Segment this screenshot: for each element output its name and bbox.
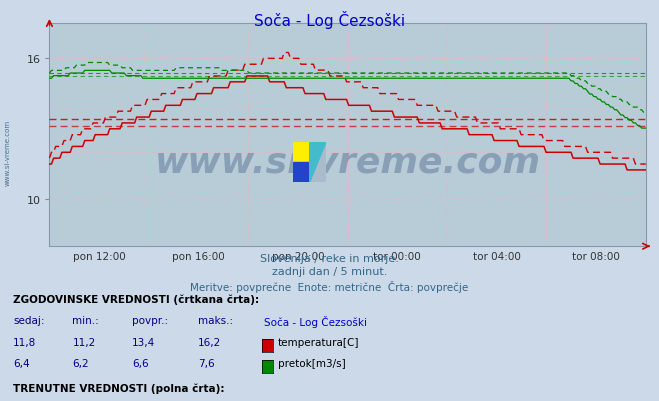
- Text: min.:: min.:: [72, 316, 100, 326]
- Text: Soča - Log Čezsoški: Soča - Log Čezsoški: [254, 11, 405, 29]
- Text: 6,4: 6,4: [13, 358, 30, 368]
- Text: 13,4: 13,4: [132, 337, 155, 347]
- Polygon shape: [310, 142, 326, 182]
- Text: ZGODOVINSKE VREDNOSTI (črtkana črta):: ZGODOVINSKE VREDNOSTI (črtkana črta):: [13, 294, 259, 304]
- Text: temperatura[C]: temperatura[C]: [278, 337, 360, 347]
- Text: povpr.:: povpr.:: [132, 316, 168, 326]
- Text: zadnji dan / 5 minut.: zadnji dan / 5 minut.: [272, 267, 387, 277]
- Text: www.si-vreme.com: www.si-vreme.com: [5, 119, 11, 185]
- Text: 11,8: 11,8: [13, 337, 36, 347]
- Text: Soča - Log Čezsoški: Soča - Log Čezsoški: [264, 316, 366, 328]
- Bar: [310, 142, 326, 162]
- Text: Slovenija / reke in morje.: Slovenija / reke in morje.: [260, 253, 399, 263]
- Text: 6,6: 6,6: [132, 358, 148, 368]
- Text: 16,2: 16,2: [198, 337, 221, 347]
- Text: Meritve: povprečne  Enote: metrične  Črta: povprečje: Meritve: povprečne Enote: metrične Črta:…: [190, 280, 469, 292]
- Bar: [293, 162, 310, 182]
- Text: TRENUTNE VREDNOSTI (polna črta):: TRENUTNE VREDNOSTI (polna črta):: [13, 382, 225, 393]
- Text: 6,2: 6,2: [72, 358, 89, 368]
- Text: 7,6: 7,6: [198, 358, 214, 368]
- Text: www.si-vreme.com: www.si-vreme.com: [155, 145, 540, 179]
- Text: 11,2: 11,2: [72, 337, 96, 347]
- Polygon shape: [310, 142, 326, 182]
- Text: maks.:: maks.:: [198, 316, 233, 326]
- Bar: [293, 142, 310, 162]
- Text: pretok[m3/s]: pretok[m3/s]: [278, 358, 346, 368]
- Text: sedaj:: sedaj:: [13, 316, 45, 326]
